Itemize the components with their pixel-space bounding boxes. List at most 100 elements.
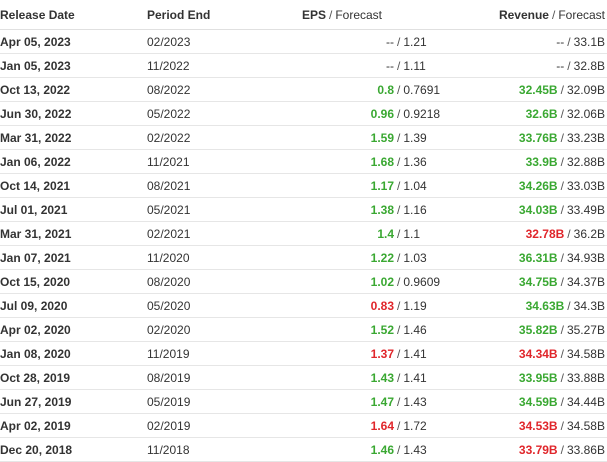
table-row: Dec 20, 2018 11/2018 1.46/1.43 33.79B/33.86… (0, 437, 607, 462)
table-row: Jun 27, 2019 05/2019 1.47/1.43 34.59B/34.44… (0, 389, 607, 414)
release-date-cell: Jan 07, 2021 (0, 245, 147, 270)
period-end-cell: 11/2019 (147, 341, 270, 366)
eps-forecast-value: 1.11 (403, 58, 426, 73)
eps-actual-value: 1.02 (370, 274, 394, 289)
release-date-cell: Oct 15, 2020 (0, 269, 147, 294)
revenue-forecast-value: 34.3B (573, 298, 605, 313)
eps-cell: 1.68/1.36 (270, 149, 436, 174)
revenue-cell: 34.59B/34.44B (436, 389, 607, 414)
header-period-end[interactable]: Period End (147, 0, 270, 30)
revenue-separator: / (560, 274, 564, 289)
header-row: Release Date Period End EPS / Forecast Rev… (0, 0, 607, 30)
eps-actual-value: 1.46 (370, 442, 394, 457)
release-date-cell: Jun 27, 2019 (0, 389, 147, 414)
revenue-separator: / (567, 34, 571, 49)
eps-actual-value: -- (386, 58, 394, 73)
table-row: Jul 01, 2021 05/2021 1.38/1.16 34.03B/33.49… (0, 197, 607, 222)
period-end-cell: 08/2022 (147, 77, 270, 102)
header-eps[interactable]: EPS / Forecast (270, 0, 436, 30)
eps-cell: 1.59/1.39 (270, 125, 436, 150)
revenue-actual-value: 34.63B (525, 298, 565, 313)
revenue-separator: / (560, 154, 564, 169)
eps-forecast-value: 1.21 (403, 34, 427, 49)
revenue-separator: / (560, 82, 564, 97)
table-row: Oct 13, 2022 08/2022 0.8/0.7691 32.45B/32.0… (0, 77, 607, 102)
table-row: Jan 06, 2022 11/2021 1.68/1.36 33.9B/32.88B (0, 149, 607, 174)
revenue-cell: 34.26B/33.03B (436, 173, 607, 198)
eps-separator: / (397, 178, 401, 193)
revenue-cell: 34.34B/34.58B (436, 341, 607, 366)
table-row: Apr 02, 2020 02/2020 1.52/1.46 35.82B/35.27… (0, 317, 607, 342)
revenue-forecast-value: 34.58B (566, 418, 605, 433)
eps-actual-value: 1.38 (370, 202, 394, 217)
period-end-cell: 05/2019 (147, 389, 270, 414)
eps-separator: / (397, 82, 401, 97)
table-row: Oct 15, 2020 08/2020 1.02/0.9609 34.75B/34.… (0, 269, 607, 294)
eps-actual-value: 1.4 (377, 226, 394, 241)
table-row: Jul 09, 2020 05/2020 0.83/1.19 34.63B/34.3B (0, 293, 607, 318)
eps-forecast-value: 1.41 (403, 346, 427, 361)
eps-forecast-value: 1.04 (403, 178, 427, 193)
eps-cell: --/1.11 (270, 53, 436, 78)
revenue-cell: 32.6B/32.06B (436, 101, 607, 126)
eps-actual-value: 1.68 (370, 154, 394, 169)
revenue-separator: / (560, 106, 564, 121)
period-end-cell: 11/2018 (147, 437, 270, 462)
eps-separator: / (397, 394, 401, 409)
revenue-actual-value: -- (556, 58, 565, 73)
header-eps-separator: / (328, 7, 333, 22)
release-date-cell: Jan 05, 2023 (0, 53, 147, 78)
table-row: Oct 14, 2021 08/2021 1.17/1.04 34.26B/33.03… (0, 173, 607, 198)
revenue-cell: --/33.1B (436, 29, 607, 54)
eps-cell: --/1.21 (270, 29, 436, 54)
revenue-actual-value: 34.75B (518, 274, 558, 289)
revenue-actual-value: 34.59B (518, 394, 558, 409)
release-date-cell: Jan 08, 2020 (0, 341, 147, 366)
eps-forecast-value: 1.19 (403, 298, 427, 313)
eps-cell: 1.4/1.1 (270, 221, 436, 246)
eps-actual-value: -- (386, 34, 394, 49)
table-row: Mar 31, 2022 02/2022 1.59/1.39 33.76B/33.23… (0, 125, 607, 150)
eps-cell: 1.02/0.9609 (270, 269, 440, 294)
revenue-forecast-value: 32.88B (566, 154, 605, 169)
revenue-actual-value: 34.53B (518, 418, 558, 433)
eps-actual-value: 0.8 (377, 82, 394, 97)
release-date-cell: Apr 05, 2023 (0, 29, 147, 54)
revenue-actual-value: 35.82B (518, 322, 558, 337)
eps-actual-value: 1.17 (370, 178, 394, 193)
period-end-cell: 02/2020 (147, 317, 270, 342)
revenue-cell: 36.31B/34.93B (436, 245, 607, 270)
header-eps-label: EPS (301, 7, 326, 22)
eps-actual-value: 1.37 (370, 346, 394, 361)
revenue-actual-value: 33.9B (525, 154, 558, 169)
eps-separator: / (397, 322, 401, 337)
eps-cell: 1.46/1.43 (270, 437, 436, 462)
header-revenue-forecast-label: Forecast (558, 7, 605, 22)
eps-cell: 1.43/1.41 (270, 365, 436, 390)
eps-cell: 1.17/1.04 (270, 173, 436, 198)
period-end-cell: 08/2019 (147, 365, 270, 390)
revenue-actual-value: 32.45B (518, 82, 558, 97)
revenue-separator: / (560, 130, 564, 145)
eps-cell: 1.37/1.41 (270, 341, 436, 366)
period-end-cell: 02/2023 (147, 29, 270, 54)
revenue-separator: / (567, 226, 571, 241)
eps-separator: / (397, 370, 401, 385)
period-end-cell: 05/2021 (147, 197, 270, 222)
revenue-separator: / (567, 298, 571, 313)
eps-separator: / (397, 34, 401, 49)
eps-cell: 0.83/1.19 (270, 293, 436, 318)
revenue-actual-value: 33.79B (518, 442, 558, 457)
release-date-cell: Oct 13, 2022 (0, 77, 147, 102)
header-release-date[interactable]: Release Date (0, 0, 147, 30)
eps-forecast-value: 1.41 (403, 370, 427, 385)
eps-actual-value: 1.22 (370, 250, 394, 265)
period-end-cell: 05/2020 (147, 293, 270, 318)
revenue-actual-value: 34.03B (518, 202, 558, 217)
revenue-forecast-value: 34.93B (566, 250, 605, 265)
revenue-forecast-value: 35.27B (566, 322, 605, 337)
revenue-forecast-value: 33.1B (573, 34, 605, 49)
revenue-forecast-value: 32.09B (566, 82, 605, 97)
header-revenue[interactable]: Revenue / Forecast (436, 0, 607, 30)
revenue-separator: / (560, 346, 564, 361)
